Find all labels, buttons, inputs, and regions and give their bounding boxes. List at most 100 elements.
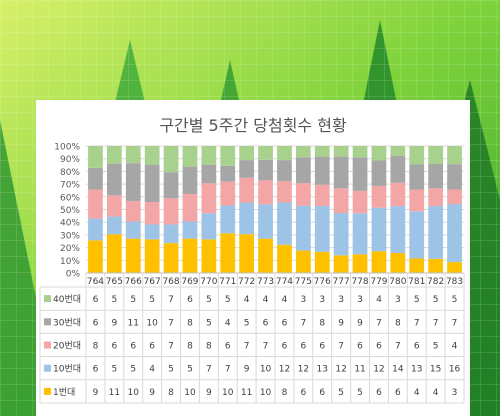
bar-segment [428, 163, 444, 189]
bar-segment [258, 159, 273, 181]
table-cell: 3 [395, 295, 401, 305]
table-cell: 6 [376, 342, 382, 352]
table-cell: 6 [225, 342, 231, 352]
y-tick-label: 20% [60, 244, 80, 254]
legend-label: 10번대 [53, 364, 81, 375]
table-cell: 5 [168, 365, 174, 375]
bar-segment [447, 146, 462, 165]
table-cell: 9 [357, 318, 363, 328]
bar-segment [201, 146, 217, 165]
y-tick-label: 40% [60, 219, 80, 229]
table-cell: 5 [452, 295, 458, 305]
bar-segment [182, 166, 198, 195]
bar-segment [295, 146, 311, 158]
bar-segment [144, 239, 160, 273]
table-cell: 5 [433, 295, 439, 305]
table-cell: 8 [319, 318, 325, 328]
table-cell: 7 [206, 365, 212, 375]
table-cell: 5 [414, 295, 420, 305]
bar-segment [125, 200, 141, 222]
table-cell: 11 [128, 318, 139, 328]
bar-segment [428, 146, 444, 164]
bar-segment [352, 157, 368, 191]
table-cell: 3 [357, 295, 363, 305]
bar-segment [239, 146, 255, 161]
bar-segment [125, 221, 141, 239]
table-cell: 5 [433, 342, 439, 352]
bar-segment [88, 167, 103, 190]
table-cell: 14 [392, 365, 404, 375]
table-cell: 11 [241, 388, 252, 398]
table-cell: 6 [395, 388, 401, 398]
table-cell: 4 [225, 318, 231, 328]
table-cell: 5 [130, 365, 136, 375]
bar-segment [352, 146, 368, 158]
table-cell: 12 [335, 365, 346, 375]
table-cell: 7 [452, 318, 458, 328]
bar-segment [220, 233, 236, 273]
table-cell: 5 [206, 295, 212, 305]
table-cell: 7 [433, 318, 439, 328]
bar-segment [314, 156, 330, 185]
table-cell: 3 [300, 295, 306, 305]
table-cell: 12 [298, 365, 309, 375]
bar-segment [333, 255, 349, 273]
bar-segment [144, 224, 160, 240]
x-tick-label: 771 [219, 277, 236, 287]
bar-segment [277, 160, 292, 182]
bar-segment [220, 181, 236, 206]
table-cell: 8 [168, 388, 174, 398]
x-tick-label: 778 [351, 277, 368, 287]
chart-panel: 구간별 5주간 당첨횟수 현황 0% 10% 20% 30% 40% 50% 60% 70% 8… [36, 100, 470, 416]
table-cell: 11 [354, 365, 365, 375]
bar-segment [239, 234, 255, 273]
table-cell: 7 [244, 342, 250, 352]
table-cell: 5 [187, 365, 193, 375]
table-cell: 4 [452, 342, 458, 352]
legend-label: 20번대 [53, 341, 81, 352]
bar-segment [239, 160, 255, 178]
y-tick-label: 50% [60, 206, 80, 216]
table-cell: 8 [282, 388, 288, 398]
table-cell: 16 [449, 365, 461, 375]
bar-segment [371, 160, 387, 186]
bar-segment [163, 243, 179, 273]
bar-segment [201, 164, 217, 184]
y-tick-label: 60% [60, 193, 80, 203]
bar-segment [106, 146, 122, 164]
legend-swatch [44, 295, 51, 303]
bar-segment [88, 189, 103, 219]
bar-segment [239, 177, 255, 203]
table-cell: 9 [149, 388, 155, 398]
bar-segment [333, 156, 349, 189]
bar-segment [239, 202, 255, 235]
table-cell: 9 [206, 388, 212, 398]
table-cell: 7 [338, 342, 344, 352]
table-cell: 6 [282, 342, 288, 352]
table-cell: 7 [395, 342, 401, 352]
bar-segment [220, 146, 236, 166]
table-cell: 12 [279, 365, 290, 375]
table-cell: 7 [414, 318, 420, 328]
bar-segment [409, 164, 425, 190]
x-tick-label: 773 [257, 277, 274, 287]
bar-segment [314, 251, 330, 273]
bar-segment [144, 164, 160, 203]
table-cell: 5 [111, 365, 117, 375]
bar-segment [371, 185, 387, 208]
table-cell: 9 [111, 318, 117, 328]
bar-segment [371, 207, 387, 252]
table-cell: 6 [319, 342, 325, 352]
bar-segment [409, 258, 425, 273]
table-cell: 6 [149, 342, 155, 352]
chart-title: 구간별 5주간 당첨횟수 현황 [159, 116, 347, 135]
x-tick-label: 770 [200, 277, 217, 287]
bar-segment [201, 183, 217, 214]
bar-segment [295, 157, 311, 184]
x-tick-label: 766 [125, 277, 142, 287]
bar-segment [390, 252, 406, 273]
table-cell: 6 [414, 342, 420, 352]
bar-segment [106, 195, 122, 217]
x-tick-label: 776 [314, 277, 331, 287]
bar-segment [447, 189, 462, 205]
